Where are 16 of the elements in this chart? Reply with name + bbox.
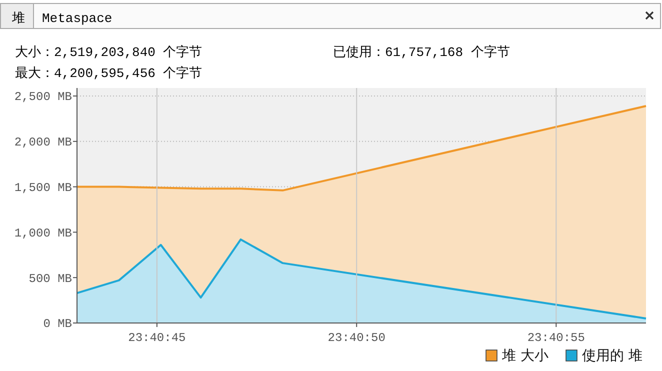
legend-label: 使用的 堆 xyxy=(582,348,642,364)
x-tick-label: 23:40:50 xyxy=(328,331,386,345)
legend-label: 堆 大小 xyxy=(501,348,548,364)
y-tick-label: 0 MB xyxy=(43,317,72,332)
y-tick-label: 500 MB xyxy=(28,272,72,286)
text: Metaspace xyxy=(42,11,112,26)
text: 堆 xyxy=(11,11,25,26)
text: 最大：4,200,595,456 个字节 xyxy=(15,65,202,81)
y-tick-label: 2,500 MB xyxy=(14,90,72,104)
y-tick-label: 2,000 MB xyxy=(14,136,72,150)
y-tick-label: 1,000 MB xyxy=(14,226,72,240)
text: 大小：2,519,203,840 个字节 xyxy=(15,44,202,60)
text: 已使用：61,757,168 个字节 xyxy=(333,44,510,60)
x-tick-label: 23:40:55 xyxy=(527,331,585,345)
y-tick-label: 1,500 MB xyxy=(14,181,72,195)
x-tick-label: 23:40:45 xyxy=(128,331,186,345)
